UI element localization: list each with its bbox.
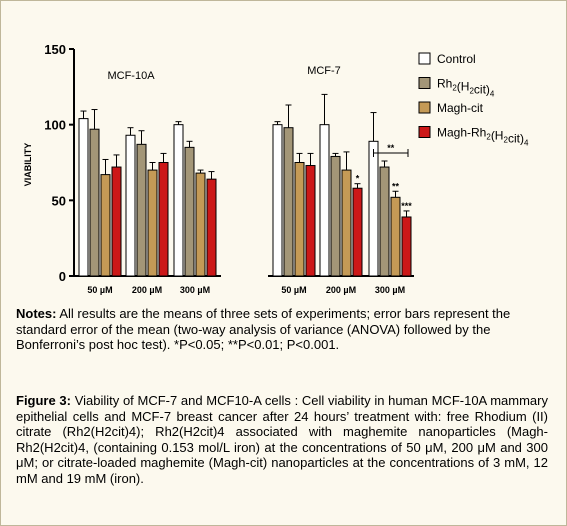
significance-mark-0: * <box>356 174 360 184</box>
x-category-label-MCF-7-2: 300 µM <box>375 285 405 295</box>
bar-MCF-10A-0-3 <box>111 166 122 277</box>
bar-MCF-10A-1-3 <box>158 162 169 277</box>
legend-label-1: Rh2(H2cit)4 <box>437 77 495 99</box>
bar-MCF-10A-1-0 <box>125 134 136 277</box>
figure-caption: Figure 3: Viability of MCF-7 and MCF10-A… <box>16 393 548 486</box>
viability-bar-chart: 0 50 100 150 VIABILITY MCF-10A MCF-7 50 µM 200 µ… <box>23 42 529 295</box>
bar-MCF-10A-0-1 <box>89 128 100 277</box>
y-tick-label-150: 150 <box>44 42 66 57</box>
caption-label: Figure 3: <box>16 393 71 408</box>
significance-mark-2: *** <box>401 201 412 211</box>
group-title-MCF-10A: MCF-10A <box>107 70 155 82</box>
bar-MCF-10A-0-2 <box>100 174 111 277</box>
y-tick-label-50: 50 <box>52 193 66 208</box>
group-title-MCF-7: MCF-7 <box>307 65 341 77</box>
bar-MCF-10A-0-0 <box>78 118 89 277</box>
bar-MCF-7-0-1 <box>283 127 294 277</box>
y-axis-label: VIABILITY <box>23 143 33 187</box>
significance-mark-1: ** <box>392 181 400 191</box>
caption-text: Viability of MCF-7 and MCF10-A cells : C… <box>16 393 548 486</box>
bar-MCF-7-2-0 <box>368 140 379 277</box>
legend-label-0: Control <box>437 52 476 66</box>
bar-MCF-10A-1-1 <box>136 143 147 277</box>
bar-MCF-10A-1-2 <box>147 169 158 277</box>
y-tick-label-0: 0 <box>59 269 66 284</box>
x-category-label-MCF-10A-0: 50 µM <box>87 285 112 295</box>
bar-MCF-7-1-1 <box>330 155 341 277</box>
legend-swatch-1 <box>418 77 431 89</box>
legend-swatch-0 <box>418 52 431 65</box>
notes-label: Notes: <box>16 306 57 321</box>
bar-MCF-7-2-2 <box>390 196 401 277</box>
legend-label-3: Magh-Rh2(H2cit)4 <box>437 126 529 148</box>
bar-MCF-7-2-3 <box>401 216 412 277</box>
bar-MCF-10A-2-3 <box>206 178 217 277</box>
x-category-label-MCF-10A-1: 200 µM <box>132 285 162 295</box>
legend-swatch-2 <box>418 101 431 114</box>
bar-MCF-7-1-0 <box>319 124 330 277</box>
bar-MCF-7-1-3 <box>352 187 363 277</box>
x-category-label-MCF-7-1: 200 µM <box>326 285 356 295</box>
bar-MCF-10A-2-2 <box>195 172 206 277</box>
bar-MCF-10A-2-0 <box>173 124 184 277</box>
significance-bracket-label: ** <box>387 143 395 153</box>
notes-text: All results are the means of three sets … <box>16 306 511 352</box>
y-tick-label-100: 100 <box>44 118 66 133</box>
legend-label-2: Magh-cit <box>437 101 484 115</box>
legend-swatch-3 <box>418 126 431 138</box>
bar-MCF-7-0-3 <box>305 165 316 277</box>
bar-MCF-7-0-2 <box>294 162 305 277</box>
x-category-label-MCF-10A-2: 300 µM <box>180 285 210 295</box>
x-category-label-MCF-7-0: 50 µM <box>281 285 306 295</box>
figure-notes: Notes: All results are the means of thre… <box>16 306 548 353</box>
bar-MCF-7-1-2 <box>341 169 352 277</box>
bar-MCF-10A-2-1 <box>184 146 195 277</box>
bar-MCF-7-0-0 <box>272 124 283 277</box>
bar-MCF-7-2-1 <box>379 166 390 277</box>
